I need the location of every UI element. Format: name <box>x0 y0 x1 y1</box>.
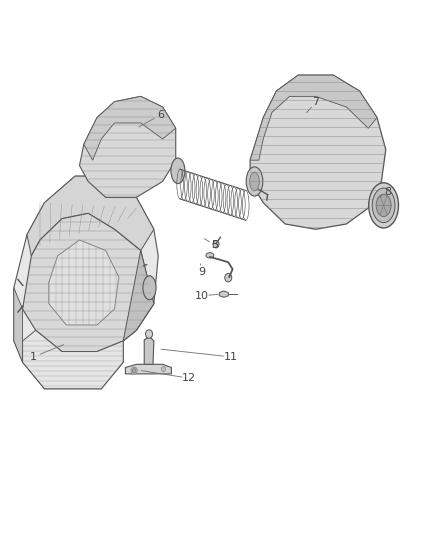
PathPatch shape <box>49 240 119 325</box>
Ellipse shape <box>170 158 184 183</box>
Text: 7: 7 <box>311 96 318 107</box>
Circle shape <box>224 273 231 282</box>
Polygon shape <box>125 365 171 374</box>
Ellipse shape <box>143 276 155 300</box>
Circle shape <box>212 240 219 248</box>
Ellipse shape <box>205 253 213 258</box>
Polygon shape <box>22 330 123 389</box>
Circle shape <box>132 368 136 373</box>
Text: 9: 9 <box>198 267 205 277</box>
Ellipse shape <box>246 167 262 196</box>
PathPatch shape <box>22 213 153 352</box>
Polygon shape <box>14 176 158 389</box>
Polygon shape <box>22 213 153 352</box>
Text: 12: 12 <box>181 373 195 383</box>
Polygon shape <box>27 176 153 256</box>
Text: 6: 6 <box>156 110 163 120</box>
Text: 5: 5 <box>211 240 218 250</box>
Polygon shape <box>79 96 175 197</box>
Circle shape <box>131 367 137 374</box>
Ellipse shape <box>371 188 394 223</box>
Polygon shape <box>123 251 153 341</box>
Text: 1: 1 <box>30 352 37 362</box>
Text: 10: 10 <box>194 290 208 301</box>
Polygon shape <box>219 291 228 297</box>
PathPatch shape <box>22 330 123 389</box>
Text: 11: 11 <box>223 352 237 362</box>
Text: 8: 8 <box>384 187 391 197</box>
Circle shape <box>145 330 152 338</box>
Ellipse shape <box>368 183 398 228</box>
Polygon shape <box>144 337 153 365</box>
Ellipse shape <box>249 172 259 191</box>
Ellipse shape <box>375 194 390 216</box>
PathPatch shape <box>250 75 385 229</box>
Polygon shape <box>250 75 385 229</box>
Polygon shape <box>14 288 22 362</box>
PathPatch shape <box>79 96 175 197</box>
Polygon shape <box>250 75 376 160</box>
Circle shape <box>161 367 165 372</box>
Polygon shape <box>49 240 119 325</box>
Polygon shape <box>84 96 175 160</box>
